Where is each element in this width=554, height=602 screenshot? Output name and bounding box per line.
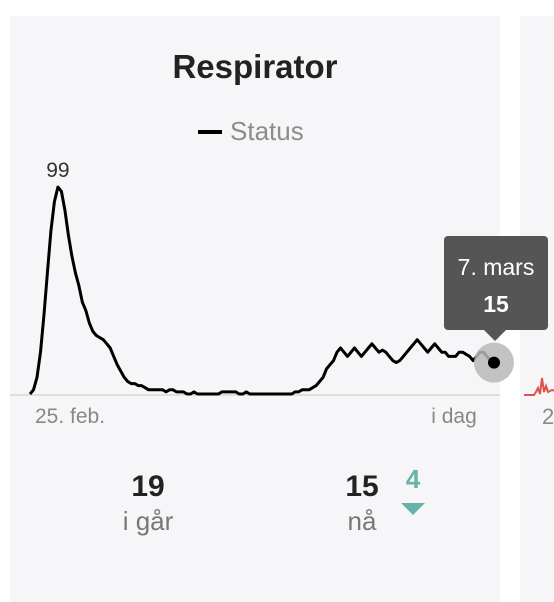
peak-data-label: 99 — [46, 159, 69, 182]
hover-tooltip: 7. mars 15 — [444, 236, 548, 341]
svg-text:2: 2 — [542, 404, 554, 429]
now-label: nå — [347, 506, 377, 536]
tooltip-date: 7. mars — [457, 254, 535, 280]
change-value: 4 — [405, 464, 421, 494]
x-tick-label-end: i dag — [431, 405, 477, 428]
yesterday-value: 19 — [131, 470, 165, 503]
now-value: 15 — [345, 470, 379, 503]
x-tick-label-start: 25. feb. — [35, 405, 105, 428]
legend-line-icon — [198, 129, 222, 134]
arrow-down-icon — [401, 503, 425, 515]
adjacent-chart-preview: 2 — [524, 377, 554, 429]
stat-yesterday: 19 i går — [98, 470, 198, 537]
yesterday-label: i går — [122, 506, 174, 536]
chart-title: Respirator — [172, 48, 338, 85]
stat-change: 4 — [398, 464, 428, 515]
legend-label: Status — [230, 116, 304, 146]
chart-legend[interactable]: Status — [198, 116, 304, 147]
hover-point[interactable] — [488, 356, 500, 369]
tooltip-value: 15 — [483, 291, 509, 317]
tooltip-caret-icon — [484, 330, 506, 341]
stat-now: 15 nå — [322, 470, 402, 537]
series-line-status — [28, 185, 495, 396]
